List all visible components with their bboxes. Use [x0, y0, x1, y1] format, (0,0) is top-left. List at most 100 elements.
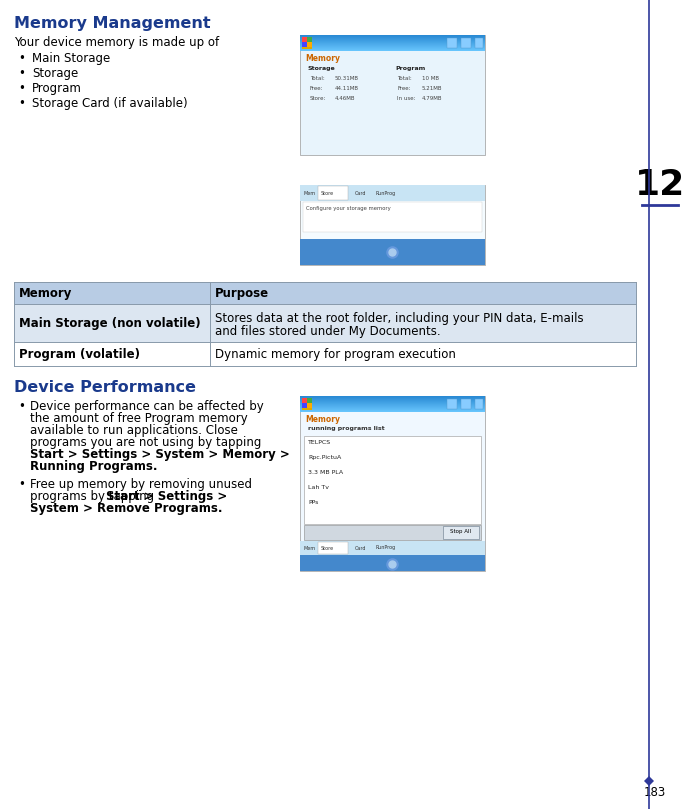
Text: Free:: Free:	[310, 86, 323, 91]
Text: Total:: Total:	[310, 76, 325, 81]
Bar	[302, 403, 307, 408]
Text: 12: 12	[635, 168, 682, 202]
Text: and files stored under My Documents.: and files stored under My Documents.	[215, 325, 441, 338]
Bar	[300, 36, 485, 37]
Text: Memory: Memory	[19, 286, 72, 299]
Text: Start > Settings >: Start > Settings >	[106, 490, 227, 503]
Text: RunProg: RunProg	[375, 190, 396, 196]
Bar	[302, 37, 307, 42]
Bar	[300, 48, 485, 49]
Bar	[300, 409, 485, 410]
Bar	[300, 396, 485, 397]
Text: Device Performance: Device Performance	[14, 380, 196, 395]
Bar	[300, 49, 485, 50]
Text: Storage Card (if available): Storage Card (if available)	[32, 97, 188, 110]
Text: Rpc.PictuA: Rpc.PictuA	[308, 455, 341, 460]
Text: programs you are not using by tapping: programs you are not using by tapping	[30, 436, 261, 449]
Bar	[300, 37, 485, 38]
Bar	[300, 39, 485, 40]
Bar	[300, 41, 485, 42]
Text: Start > Settings > System > Memory >: Start > Settings > System > Memory >	[30, 448, 290, 461]
Text: Dynamic memory for program execution: Dynamic memory for program execution	[215, 348, 456, 361]
Bar	[300, 239, 485, 265]
Text: the amount of free Program memory: the amount of free Program memory	[30, 412, 248, 425]
Text: RunProg: RunProg	[375, 545, 396, 550]
Text: Main Storage (non volatile): Main Storage (non volatile)	[19, 316, 201, 329]
Bar	[300, 402, 485, 403]
Bar	[300, 397, 485, 398]
Bar	[300, 38, 485, 39]
Text: Card: Card	[355, 190, 366, 196]
Text: Store: Store	[321, 545, 334, 550]
Bar	[302, 37, 312, 49]
Text: TELPCS: TELPCS	[308, 440, 331, 445]
Text: Storage: Storage	[308, 66, 336, 71]
Text: Purpose: Purpose	[215, 286, 269, 299]
Bar	[307, 398, 312, 403]
Bar	[318, 542, 348, 554]
Bar	[300, 405, 485, 406]
Text: •: •	[18, 478, 25, 491]
Bar	[300, 404, 485, 405]
Bar	[475, 38, 483, 48]
Bar	[300, 406, 485, 407]
Bar	[300, 399, 485, 400]
Text: PPs: PPs	[308, 500, 318, 505]
Bar	[300, 411, 485, 412]
Bar	[300, 555, 485, 571]
Text: Running Programs.: Running Programs.	[30, 460, 158, 473]
Bar	[302, 398, 307, 403]
Bar	[300, 45, 485, 46]
Bar	[461, 399, 471, 409]
Text: Store: Store	[321, 190, 334, 196]
Text: programs by tapping: programs by tapping	[30, 490, 158, 503]
Text: •: •	[18, 52, 25, 65]
Text: 50.31MB: 50.31MB	[335, 76, 359, 81]
Bar	[300, 410, 485, 411]
Bar	[307, 37, 312, 42]
Bar	[300, 40, 485, 41]
Text: Free up memory by removing unused: Free up memory by removing unused	[30, 478, 252, 491]
Text: 183: 183	[644, 786, 666, 799]
Bar	[307, 403, 312, 408]
Text: Mem: Mem	[303, 190, 315, 196]
Bar	[300, 42, 485, 43]
Text: Your device memory is made up of: Your device memory is made up of	[14, 36, 219, 49]
Text: Memory: Memory	[305, 54, 340, 63]
Bar	[300, 47, 485, 48]
Bar	[307, 42, 312, 47]
Text: •: •	[18, 400, 25, 413]
Bar	[302, 398, 312, 410]
Bar	[300, 403, 485, 404]
Text: Lah Tv: Lah Tv	[308, 485, 329, 490]
Bar	[300, 35, 485, 155]
Bar	[300, 43, 485, 44]
Bar	[300, 185, 485, 201]
Text: Free:: Free:	[397, 86, 411, 91]
Bar	[300, 35, 485, 36]
Text: Program (volatile): Program (volatile)	[19, 348, 140, 361]
Text: Stop All: Stop All	[451, 530, 471, 535]
Text: •: •	[18, 97, 25, 110]
Bar	[461, 38, 471, 48]
Text: Storage: Storage	[32, 67, 78, 80]
Text: Mem: Mem	[303, 545, 315, 550]
Text: System > Remove Programs.: System > Remove Programs.	[30, 502, 222, 515]
Text: available to run applications. Close: available to run applications. Close	[30, 424, 238, 437]
Text: 10 MB: 10 MB	[422, 76, 439, 81]
Bar	[300, 541, 485, 555]
Text: •: •	[18, 82, 25, 95]
Bar	[443, 526, 479, 539]
Text: Memory: Memory	[305, 415, 340, 424]
Bar	[300, 185, 485, 265]
Text: Total:: Total:	[397, 76, 412, 81]
Text: Card: Card	[355, 545, 366, 550]
Bar	[304, 525, 481, 540]
Bar	[318, 186, 348, 200]
Bar	[300, 398, 485, 399]
Bar	[300, 396, 485, 571]
Text: running programs list: running programs list	[308, 426, 385, 431]
Bar	[302, 42, 307, 47]
Text: 5.21MB: 5.21MB	[422, 86, 443, 91]
Text: In use:: In use:	[397, 96, 415, 101]
